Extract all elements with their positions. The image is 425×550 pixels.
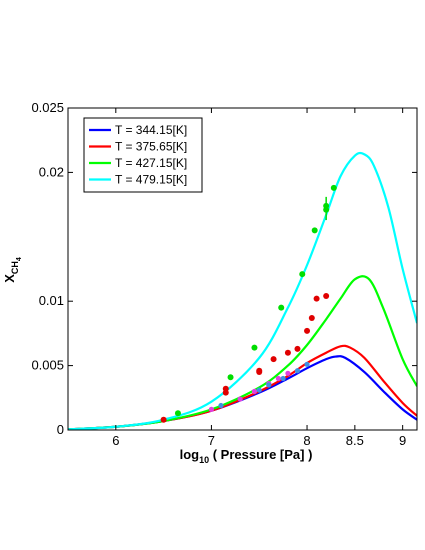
- series-line-1: [68, 344, 417, 430]
- overlay-point-5: [285, 370, 291, 376]
- data-point-2-0: [174, 410, 181, 417]
- series-line-3: [68, 151, 417, 430]
- legend-entry-3: T = 479.15[K]: [115, 173, 187, 187]
- overlay-point-2: [251, 388, 258, 394]
- data-point-2-2: [251, 344, 258, 351]
- y-tick-label-2: 0.01: [39, 293, 64, 308]
- x-axis-label: log10 ( Pressure [Pa] ): [180, 447, 313, 465]
- series-lines: [68, 151, 417, 430]
- data-point-1-4: [256, 367, 263, 374]
- legend-entry-0: T = 344.15[K]: [115, 123, 187, 137]
- x-axis-label-pre: log: [180, 447, 200, 462]
- series-points: [160, 184, 337, 423]
- series-line-0: [68, 355, 417, 430]
- y-tick-label-4: 0.025: [31, 100, 64, 115]
- overlay-point-blue-0: [218, 402, 224, 409]
- legend: T = 344.15[K] T = 375.65[K] T = 427.15[K] T…: [83, 117, 203, 193]
- x-tick-label-1: 7: [208, 433, 215, 448]
- overlay-point-blue-5: [304, 361, 310, 367]
- overlay-point-1: [237, 396, 243, 402]
- x-tick-label-3: 8.5: [346, 433, 364, 448]
- data-point-1-2: [222, 385, 229, 392]
- overlay-point-blue-4: [294, 368, 301, 374]
- legend-entry-2: T = 427.15[K]: [115, 156, 187, 170]
- overlay-point-4: [275, 375, 281, 382]
- error-bar-point: [323, 206, 330, 213]
- axis-ticks: 6 7 8 8.5 9 0 0.005 0.01 0.02 0.025: [31, 100, 417, 448]
- legend-entry-1: T = 375.65[K]: [115, 140, 187, 154]
- y-tick-label-3: 0.02: [39, 164, 64, 179]
- y-axis-label-subsub: 4: [16, 257, 23, 261]
- y-axis-label: XCH4: [2, 257, 23, 283]
- x-tick-label-4: 9: [399, 433, 406, 448]
- data-point-2-4: [299, 271, 306, 278]
- overlay-point-blue-2: [266, 382, 272, 388]
- y-tick-label-1: 0.005: [31, 358, 64, 373]
- x-tick-label-2: 8: [303, 433, 310, 448]
- data-point-2-1: [227, 374, 234, 381]
- plot-frame: [67, 107, 418, 431]
- x-axis-label-post: ( Pressure [Pa] ): [209, 447, 312, 462]
- data-point-1-5: [270, 356, 277, 363]
- y-axis-label-sub: CH: [10, 261, 20, 274]
- data-point-2-3: [278, 304, 285, 311]
- data-point-1-10: [313, 295, 320, 302]
- overlay-point-blue-3: [280, 375, 286, 382]
- overlay-point-0: [208, 406, 215, 412]
- data-point-1-8: [304, 327, 311, 334]
- data-point-1-7: [294, 345, 301, 352]
- data-point-1-11: [323, 293, 330, 300]
- overlay-point-blue-1: [256, 387, 262, 393]
- x-tick-label-0: 6: [112, 433, 119, 448]
- y-tick-label-0: 0: [57, 422, 64, 437]
- series-line-2: [68, 275, 417, 430]
- data-point-2-5: [311, 227, 318, 234]
- data-point-2-7: [330, 184, 337, 191]
- x-axis-label-sub: 10: [199, 455, 209, 465]
- data-point-1-6: [284, 349, 291, 356]
- data-point-1-0: [160, 416, 167, 423]
- y-axis-label-main: X: [2, 274, 17, 283]
- data-point-1-9: [308, 314, 315, 321]
